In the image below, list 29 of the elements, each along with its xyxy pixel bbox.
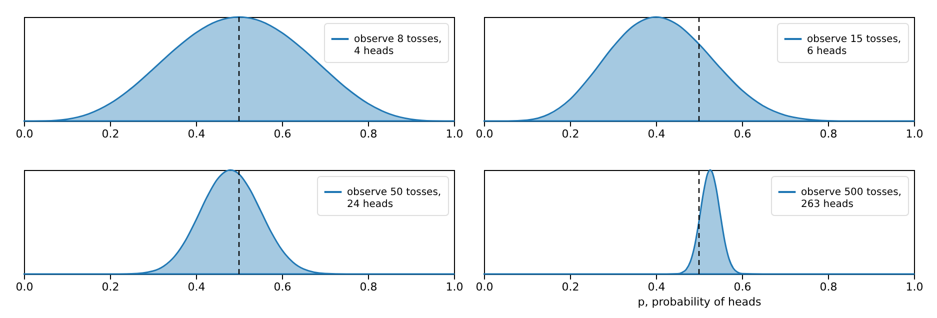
x-tick-label: 0.2 <box>102 128 120 140</box>
x-tick-label: 0.6 <box>734 280 752 294</box>
x-tick-label: 0.8 <box>360 128 378 140</box>
x-tick-label: 1.0 <box>446 280 464 294</box>
x-tick-label: 1.0 <box>906 128 924 140</box>
x-tick-label: 0.0 <box>16 128 34 140</box>
x-tick-label: 0.0 <box>16 280 34 294</box>
x-tick-label: 0.4 <box>648 280 666 294</box>
x-tick-label: 0.4 <box>188 280 206 294</box>
x-tick-label: 0.4 <box>648 128 666 140</box>
x-tick-label: 0.6 <box>274 280 292 294</box>
x-tick-label: 0.2 <box>102 280 120 294</box>
x-tick-label: 0.6 <box>734 128 752 140</box>
x-axis-title: p, probability of heads <box>638 296 762 308</box>
x-tick-label: 0.4 <box>188 128 206 140</box>
x-tick-label: 0.8 <box>820 128 838 140</box>
x-tick-label: 0.8 <box>360 280 378 294</box>
x-tick-label: 0.2 <box>562 280 580 294</box>
x-tick-label: 0.0 <box>476 128 494 140</box>
x-tick-label: 1.0 <box>906 280 924 294</box>
x-tick-label: 1.0 <box>446 128 464 140</box>
legend-label: observe 8 tosses, 4 heads <box>354 34 442 57</box>
legend-label: observe 500 tosses, 263 heads <box>801 187 902 210</box>
legend-label: observe 15 tosses, 6 heads <box>807 34 902 57</box>
x-tick-label: 0.0 <box>476 280 494 294</box>
x-tick-label: 0.6 <box>274 128 292 140</box>
x-tick-label: 0.2 <box>562 128 580 140</box>
legend-label: observe 50 tosses, 24 heads <box>347 187 442 210</box>
x-tick-label: 0.8 <box>820 280 838 294</box>
